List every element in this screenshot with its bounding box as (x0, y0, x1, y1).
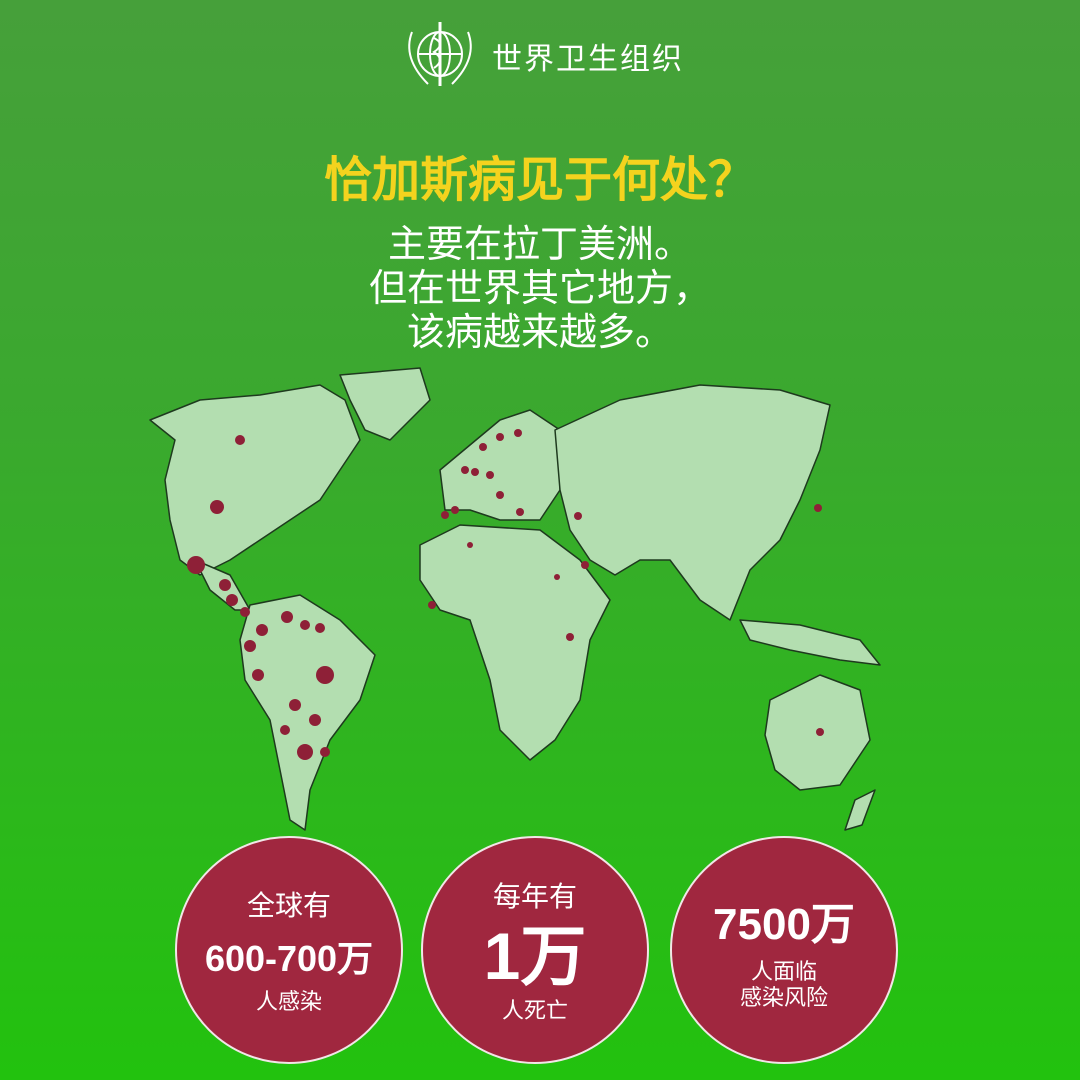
case-marker (300, 620, 310, 630)
world-map (149, 367, 881, 831)
case-marker (281, 611, 293, 623)
case-marker (316, 666, 334, 684)
case-marker (428, 601, 436, 609)
case-marker (256, 624, 268, 636)
stat-suffix: 人死亡 (501, 999, 568, 1024)
stat-value: 1万 (483, 919, 587, 993)
north-america (149, 384, 361, 576)
case-marker (244, 640, 256, 652)
case-marker (467, 542, 473, 548)
stat-value: 7500万 (713, 900, 855, 949)
case-marker (814, 504, 822, 512)
who-emblem-icon (408, 22, 472, 86)
stat-value: 600-700万 (204, 938, 374, 979)
case-marker (235, 435, 245, 445)
south-america (239, 594, 376, 831)
stat-at-risk: 7500万 人面临 感染风险 (670, 836, 898, 1064)
case-marker (516, 508, 524, 516)
case-marker (566, 633, 574, 641)
case-marker (219, 579, 231, 591)
case-marker (309, 714, 321, 726)
indonesia (739, 619, 881, 666)
case-marker (554, 574, 560, 580)
stat-prefix: 全球有 (246, 889, 331, 922)
stat-prefix: 每年有 (492, 880, 577, 913)
asia (554, 384, 831, 621)
case-marker (496, 491, 504, 499)
case-marker (441, 511, 449, 519)
case-marker (315, 623, 325, 633)
new-zealand (844, 789, 876, 831)
case-marker (240, 607, 250, 617)
subtitle-line: 但在世界其它地方， (368, 266, 711, 310)
subtitle-line: 主要在拉丁美洲。 (387, 222, 692, 266)
case-marker (297, 744, 313, 760)
stat-deaths: 每年有 1万 人死亡 (421, 836, 649, 1064)
stat-suffix: 人感染 (255, 990, 322, 1015)
org-name: 世界卫生组织 (492, 42, 684, 77)
case-marker (581, 561, 589, 569)
africa (419, 524, 611, 761)
case-marker (574, 512, 582, 520)
case-marker (496, 433, 504, 441)
case-marker (280, 725, 290, 735)
case-marker (451, 506, 459, 514)
case-marker (479, 443, 487, 451)
stat-suffix: 人面临 感染风险 (739, 960, 828, 1011)
case-marker (252, 669, 264, 681)
subtitle: 主要在拉丁美洲。 但在世界其它地方， 该病越来越多。 (0, 222, 1080, 354)
case-marker (210, 500, 224, 514)
case-marker (471, 468, 479, 476)
case-marker (461, 466, 469, 474)
europe (439, 409, 561, 521)
case-marker (320, 747, 330, 757)
who-logo: 世界卫生组织 (398, 18, 684, 94)
case-marker (226, 594, 238, 606)
case-marker (816, 728, 824, 736)
stat-infected: 全球有 600-700万 人感染 (175, 836, 403, 1064)
page-title: 恰加斯病见于何处？ (323, 152, 756, 208)
greenland (339, 367, 431, 441)
case-marker (486, 471, 494, 479)
case-marker (187, 556, 205, 574)
case-marker (514, 429, 522, 437)
subtitle-line: 该病越来越多。 (406, 310, 673, 354)
case-marker (289, 699, 301, 711)
